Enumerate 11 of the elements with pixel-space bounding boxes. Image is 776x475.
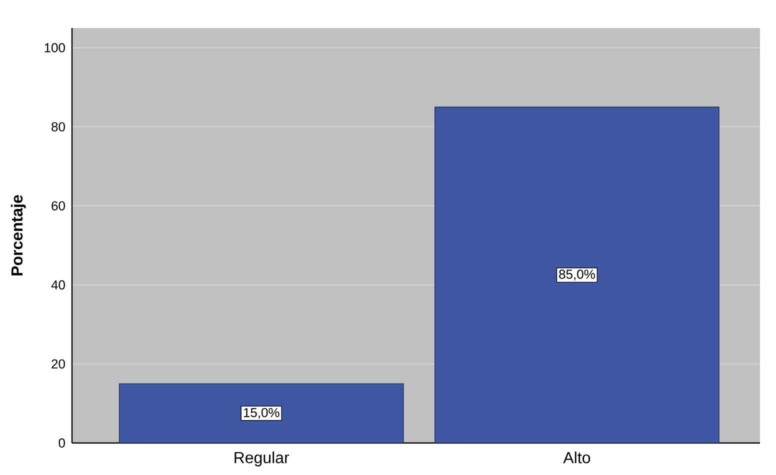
y-tick-label: 80: [52, 122, 65, 132]
y-tick-label: 100: [44, 43, 65, 52]
y-axis-title: Porcentaje: [10, 195, 26, 276]
data-label: 15,0%: [244, 408, 280, 419]
y-tick-label: 0: [58, 438, 65, 448]
y-tick-label: 60: [52, 201, 65, 210]
x-tick-label: Regular: [234, 452, 290, 466]
x-tick-label: Alto: [563, 452, 590, 464]
data-label: 85,0%: [559, 270, 595, 280]
y-tick-label: 20: [52, 359, 65, 369]
y-tick-label: 40: [51, 280, 65, 290]
